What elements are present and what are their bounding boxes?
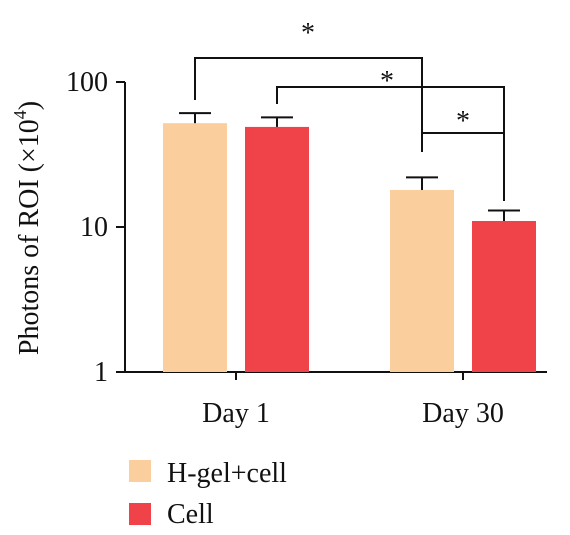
error-bars <box>179 112 520 221</box>
x-tick-label: Day 1 <box>202 398 270 429</box>
bar <box>472 220 536 372</box>
legend-swatch-h-gel-cell <box>129 460 151 482</box>
axis-labels: 1 10 100 Day 1 Day 30 <box>66 67 504 429</box>
bars <box>163 123 536 373</box>
x-tick-label: Day 30 <box>422 398 504 429</box>
significance-bracket <box>194 57 423 152</box>
legend-label-cell: Cell <box>167 499 214 530</box>
legend-label-h-gel-cell: H-gel+cell <box>167 458 287 489</box>
legend: H-gel+cell Cell <box>129 458 287 530</box>
y-axis-title-close: ) <box>14 101 45 110</box>
bar <box>163 123 227 373</box>
y-axis-title: Photons of ROI (×104) <box>10 101 45 355</box>
significance-star: * <box>301 18 315 49</box>
y-axis-title-exponent: 4 <box>10 110 30 119</box>
significance-brackets: * * * <box>194 18 505 201</box>
y-tick-label: 100 <box>66 67 108 98</box>
bar <box>390 189 454 372</box>
y-tick-label: 10 <box>80 212 108 243</box>
y-axis-title-main: Photons of ROI (×10 <box>14 119 45 355</box>
y-tick-label: 1 <box>94 357 108 388</box>
significance-bracket <box>276 86 505 201</box>
bar <box>245 126 309 372</box>
significance-star: * <box>380 66 394 97</box>
legend-swatch-cell <box>129 503 151 525</box>
significance-star: * <box>456 106 470 137</box>
